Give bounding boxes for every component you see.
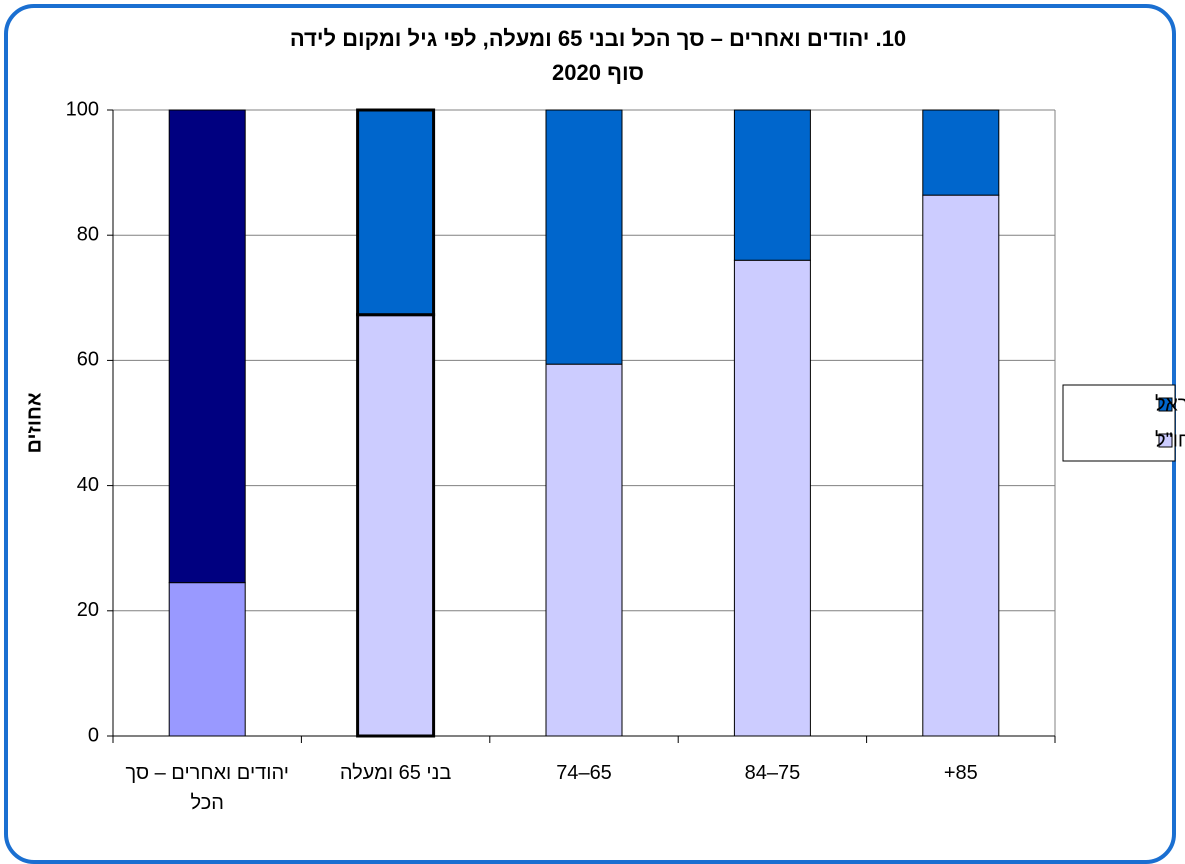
legend-swatch: [1158, 433, 1173, 448]
legend-label: ישראל: [1155, 393, 1185, 415]
y-tick-label: 20: [77, 599, 99, 621]
bar-segment: [168, 582, 246, 737]
x-tick-label: 85+: [943, 762, 978, 784]
chart: 10. יהודים ואחרים – סך הכל ובני 65 ומעלה…: [23, 26, 1185, 746]
x-tick-label: 65–74: [556, 762, 612, 784]
y-tick-label: 80: [77, 223, 99, 245]
bar-segment: [168, 109, 246, 584]
x-tick-label: 75–84: [744, 762, 801, 784]
legend-swatch: [1158, 397, 1173, 412]
chart-subtitle: סוף 2020: [552, 60, 644, 85]
bar-segment: [922, 194, 1000, 737]
bar-segment: [922, 109, 1000, 196]
x-tick-label: יהודים ואחרים – סך הכל: [125, 762, 289, 814]
bar-segment: [356, 108, 436, 317]
y-axis-label: אחוזים: [23, 392, 45, 453]
y-tick-label: 0: [88, 724, 99, 746]
y-tick-label: 100: [66, 98, 99, 120]
chart-title: 10. יהודים ואחרים – סך הכל ובני 65 ומעלה…: [290, 26, 906, 51]
y-tick-label: 40: [77, 474, 99, 496]
bar-segment: [545, 363, 623, 737]
bar-segment: [356, 313, 436, 738]
bar-segment: [733, 109, 811, 261]
x-tick-label: בני 65 ומעלה: [339, 762, 452, 784]
bar-segment: [545, 109, 623, 365]
legend-box: [1062, 384, 1176, 462]
bar-segment: [733, 259, 811, 737]
page: 10. יהודים ואחרים – סך הכל ובני 65 ומעלה…: [4, 4, 1185, 864]
y-tick-label: 60: [77, 349, 99, 371]
legend-label: חו"ל: [1155, 429, 1185, 451]
